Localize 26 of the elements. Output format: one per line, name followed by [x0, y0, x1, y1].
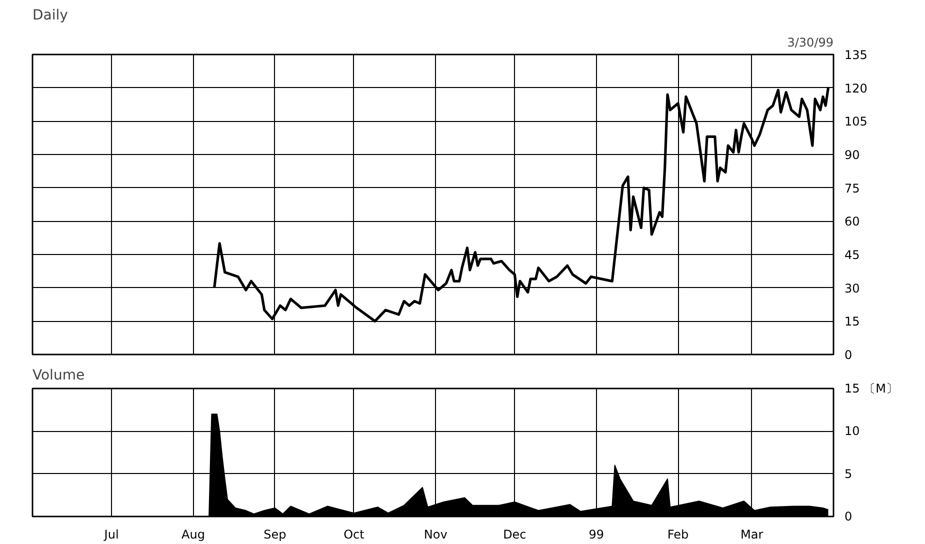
- y-tick-label: 5: [844, 466, 852, 481]
- chart-title: Daily: [32, 8, 68, 24]
- x-tick-label: Oct: [344, 528, 365, 542]
- chart-title: Volume: [32, 368, 85, 384]
- x-tick-label: Dec: [503, 528, 526, 542]
- y-tick-label: 15 〔M〕: [844, 382, 898, 396]
- y-tick-label: 105: [844, 114, 868, 129]
- text: 3/30/99: [787, 36, 834, 50]
- y-tick-label: 15: [844, 314, 860, 329]
- y-tick-label: 0: [844, 348, 852, 362]
- y-tick-label: 135: [844, 48, 868, 62]
- x-tick-label: 99: [588, 528, 604, 542]
- y-tick-label: 120: [844, 81, 868, 96]
- y-tick-label: 45: [844, 248, 860, 262]
- x-tick-label: Feb: [667, 528, 689, 542]
- x-tick-label: Jul: [103, 528, 119, 542]
- y-tick-label: 90: [844, 148, 860, 162]
- x-tick-label: Mar: [740, 528, 764, 542]
- y-tick-label: 60: [844, 214, 860, 229]
- x-tick-label: Nov: [424, 528, 448, 542]
- x-tick-label: Aug: [182, 528, 205, 542]
- y-tick-label: 75: [844, 181, 860, 196]
- y-tick-label: 30: [844, 281, 860, 296]
- y-tick-label: 0: [844, 510, 852, 524]
- y-tick-label: 10: [844, 424, 860, 438]
- x-tick-label: Sep: [264, 528, 286, 542]
